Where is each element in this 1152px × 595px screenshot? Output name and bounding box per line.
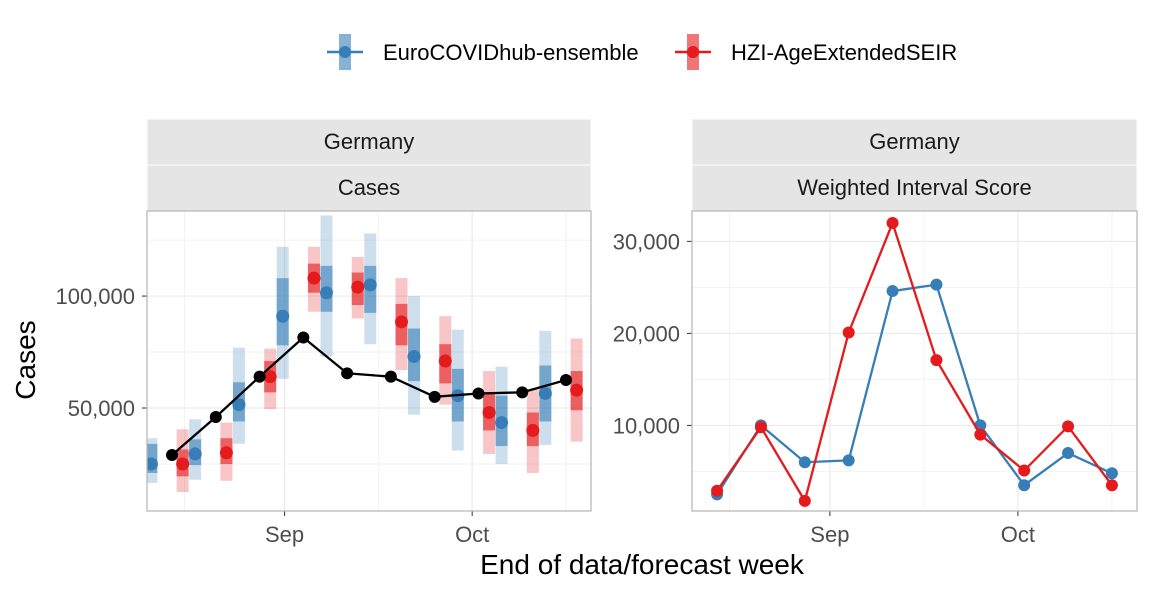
median-point-hzi-ageextendedseir [307,271,321,285]
legend: EuroCOVIDhub-ensemble HZI-AgeExtendedSEI… [327,34,957,70]
point-hzi-ageextendedseir [798,494,811,507]
observed-point [559,374,572,387]
panel-border [146,210,592,512]
y-tick-label: 20,000 [613,321,680,346]
point-eurocovidhub-ensemble [842,454,855,467]
y-tick-label: 100,000 [55,284,135,309]
legend-label-hzi: HZI-AgeExtendedSEIR [731,40,957,65]
point-eurocovidhub-ensemble [1105,467,1118,480]
point-eurocovidhub-ensemble [1018,479,1031,492]
point-eurocovidhub-ensemble [930,278,943,291]
x-tick-label: Sep [265,522,304,547]
median-point-hzi-ageextendedseir [438,354,452,368]
point-hzi-ageextendedseir [1018,464,1031,477]
panel-border [691,210,1138,512]
y-tick-label: 10,000 [613,413,680,438]
median-point-eurocovidhub-ensemble [276,309,290,323]
observed-line [171,335,567,456]
x-tick-label: Oct [1001,522,1035,547]
legend-item-hzi: HZI-AgeExtendedSEIR [675,34,957,70]
median-point-eurocovidhub-ensemble [319,286,333,300]
legend-item-ensemble: EuroCOVIDhub-ensemble [327,34,639,70]
point-hzi-ageextendedseir [711,484,724,497]
strip-label-bottom: Cases [338,175,400,200]
x-tick-label: Sep [810,522,849,547]
series-hzi-ageextendedseir [711,216,1118,507]
median-point-eurocovidhub-ensemble [363,278,377,292]
strip-label-top: Germany [324,129,414,154]
panel-wis: Germany Weighted Interval Score 10,000 20,0… [613,118,1138,547]
strip-top-bg [146,118,592,166]
y-axis-title: Cases [10,320,41,399]
observed-point [428,390,441,403]
point-hzi-ageextendedseir [754,421,767,434]
median-point-eurocovidhub-ensemble [407,350,421,364]
strip-label-top: Germany [869,129,959,154]
median-point-hzi-ageextendedseir [263,370,277,384]
point-hzi-ageextendedseir [1062,420,1075,433]
legend-key-hzi-point [687,46,699,58]
x-axis-title: End of data/forecast week [480,549,805,580]
panel-background [692,211,1137,511]
plot-area [711,216,1118,507]
point-eurocovidhub-ensemble [886,285,899,298]
point-hzi-ageextendedseir [886,216,899,229]
median-point-hzi-ageextendedseir [351,280,365,294]
observed-point [341,367,354,380]
plot-area [147,215,584,492]
point-hzi-ageextendedseir [842,326,855,339]
x-tick-label: Oct [455,522,489,547]
observed-point [472,387,485,400]
y-tick-label: 30,000 [613,229,680,254]
point-eurocovidhub-ensemble [1062,447,1075,460]
median-point-eurocovidhub-ensemble [232,398,246,412]
median-point-hzi-ageextendedseir [570,383,584,397]
median-point-hzi-ageextendedseir [176,457,190,471]
legend-key-ensemble-point [339,46,351,58]
strip-top-bg [691,118,1138,166]
legend-label-ensemble: EuroCOVIDhub-ensemble [383,40,639,65]
median-point-hzi-ageextendedseir [219,446,233,460]
strip-bottom-bg [691,164,1138,212]
series-hzi-ageextendedseir [176,246,584,492]
series-observed [166,331,572,462]
observed-point [209,410,222,423]
median-point-eurocovidhub-ensemble [188,447,202,461]
median-point-hzi-ageextendedseir [395,315,409,329]
observed-point [297,331,310,344]
median-point-eurocovidhub-ensemble [495,416,509,430]
line-hzi-ageextendedseir [716,219,1113,504]
point-eurocovidhub-ensemble [798,456,811,469]
strip-label-bottom: Weighted Interval Score [797,175,1031,200]
point-hzi-ageextendedseir [1105,479,1118,492]
median-point-eurocovidhub-ensemble [147,457,158,471]
observed-point [253,370,266,383]
median-point-eurocovidhub-ensemble [538,386,552,400]
panel-cases: Germany Cases 50,000 100,000 Sep Oct [55,118,592,547]
median-point-hzi-ageextendedseir [526,423,540,437]
median-point-hzi-ageextendedseir [482,405,496,419]
observed-point [384,370,397,383]
y-tick-label: 50,000 [68,396,135,421]
point-hzi-ageextendedseir [930,354,943,367]
observed-point [166,449,179,462]
observed-point [516,386,529,399]
point-hzi-ageextendedseir [974,428,987,441]
